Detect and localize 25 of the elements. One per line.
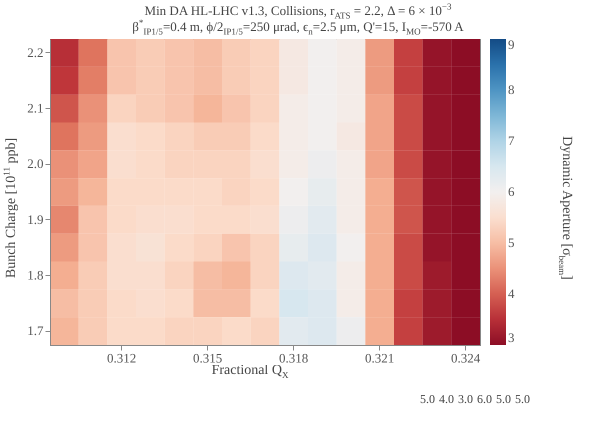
y-tick-label: 1.9 <box>27 212 44 227</box>
x-tick-label: 0.318 <box>279 350 308 366</box>
x-tick-label: 0.321 <box>365 350 394 366</box>
color-bar-label: 8 <box>508 82 514 97</box>
color-bar-label: 6 <box>508 184 515 199</box>
x-tick-label: 0.312 <box>107 350 136 366</box>
text: 3.0 <box>458 392 473 406</box>
x-tick-label: 0.324 <box>451 350 481 366</box>
text: 5.0 <box>420 392 435 406</box>
y-tick-label: 1.8 <box>27 267 44 282</box>
y-tick-label: 2.1 <box>27 100 44 116</box>
text: 4.0 <box>439 392 454 406</box>
y-tick-label: 2.0 <box>27 156 44 172</box>
x-axis-title: Fractional Q$_{X}$ <box>212 363 288 380</box>
text: 5.0 <box>496 392 511 406</box>
text: 6.0 <box>477 392 492 406</box>
text: 5.0 <box>515 392 530 406</box>
color-bar-label: 7 <box>508 133 515 148</box>
color-bar-label: 4 <box>508 286 515 301</box>
color-bar-label: 3 <box>508 330 514 345</box>
y-tick-label: 1.7 <box>27 323 44 338</box>
y-tick-label: 2.2 <box>27 44 44 60</box>
color-bar-label: 9 <box>508 37 514 52</box>
color-bar-label: 5 <box>508 235 514 250</box>
x-tick-label: 0.315 <box>193 350 222 366</box>
